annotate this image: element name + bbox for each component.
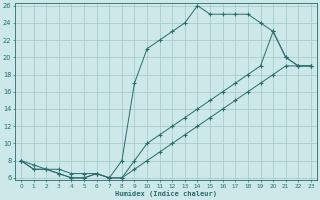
X-axis label: Humidex (Indice chaleur): Humidex (Indice chaleur) — [115, 190, 217, 197]
